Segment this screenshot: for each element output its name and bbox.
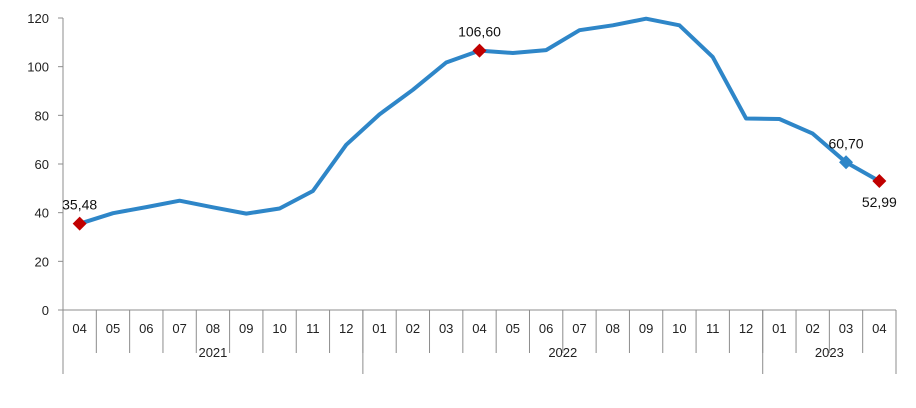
x-month-label: 11 [706, 321, 720, 336]
x-month-label: 06 [139, 321, 153, 336]
y-axis-ticks: 0 20 40 60 80 100 120 [27, 11, 63, 318]
x-month-label: 07 [172, 321, 186, 336]
x-month-label: 07 [572, 321, 586, 336]
x-year-label: 2021 [198, 345, 227, 360]
data-marker [472, 43, 487, 58]
x-month-label: 10 [672, 321, 686, 336]
x-month-label: 04 [472, 321, 486, 336]
y-tick-label: 60 [35, 157, 49, 172]
x-month-label: 02 [406, 321, 420, 336]
x-axis-categories: 04 05 06 07 08 09 10 11 12 01 02 03 04 05 06 07 08 09 10 11… [62, 310, 897, 374]
data-marker [872, 174, 887, 189]
x-month-label: 02 [805, 321, 819, 336]
x-month-label: 08 [606, 321, 620, 336]
data-markers: 35,48 106,60 60,70 52,99 [62, 24, 897, 231]
x-year-label: 2023 [815, 345, 844, 360]
data-marker [839, 155, 854, 170]
x-month-label: 09 [239, 321, 253, 336]
x-month-label: 04 [872, 321, 886, 336]
y-tick-label: 120 [27, 11, 49, 26]
x-month-label: 03 [439, 321, 453, 336]
x-month-label: 10 [272, 321, 286, 336]
x-month-label: 04 [72, 321, 86, 336]
x-month-label: 05 [506, 321, 520, 336]
data-label: 60,70 [828, 135, 863, 151]
data-label: 35,48 [62, 197, 97, 213]
x-month-label: 11 [306, 321, 320, 336]
y-tick-label: 0 [42, 303, 49, 318]
x-month-label: 06 [539, 321, 553, 336]
x-year-label: 2022 [548, 345, 577, 360]
data-label: 106,60 [458, 24, 501, 40]
x-month-label: 09 [639, 321, 653, 336]
axes [62, 18, 896, 311]
x-month-label: 08 [206, 321, 220, 336]
x-month-label: 12 [739, 321, 753, 336]
y-tick-label: 100 [27, 60, 49, 75]
x-month-label: 03 [839, 321, 853, 336]
x-month-label: 05 [106, 321, 120, 336]
data-marker [72, 216, 87, 231]
y-tick-label: 80 [35, 108, 49, 123]
x-month-label: 01 [772, 321, 786, 336]
data-label: 52,99 [862, 194, 897, 210]
y-tick-label: 40 [35, 206, 49, 221]
x-month-label: 01 [372, 321, 386, 336]
y-tick-label: 20 [35, 254, 49, 269]
x-month-label: 12 [339, 321, 353, 336]
